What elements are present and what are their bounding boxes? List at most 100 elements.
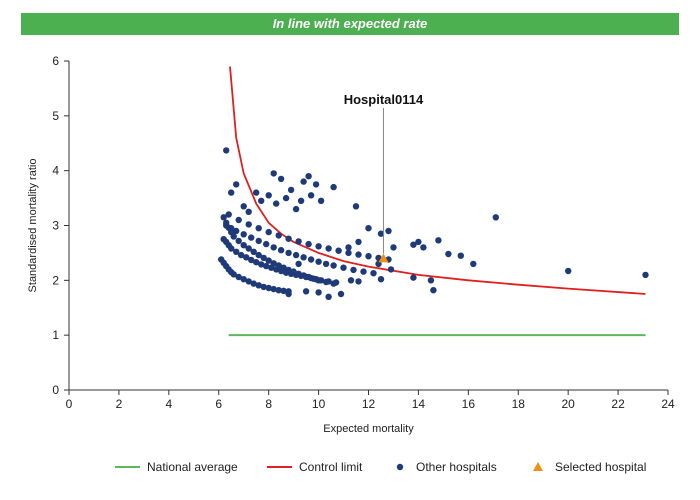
- hospital-point: [258, 261, 265, 268]
- hospital-point: [387, 266, 395, 273]
- x-tick-label: 24: [661, 397, 675, 411]
- hospital-point: [255, 282, 262, 289]
- hospital-point: [292, 205, 300, 213]
- y-tick-label: 1: [52, 328, 59, 342]
- hospital-point: [238, 251, 245, 259]
- hospital-point: [445, 250, 452, 258]
- legend-hospital-label: Other hospitals: [416, 460, 497, 474]
- hospital-point: [302, 273, 310, 281]
- hospital-point: [350, 266, 357, 274]
- hospital-point: [492, 214, 499, 221]
- hospital-point: [360, 268, 367, 275]
- hospital-point: [277, 175, 285, 183]
- hospital-point: [285, 235, 292, 242]
- hospital-point: [325, 278, 332, 285]
- legend-selected-label: Selected hospital: [555, 460, 646, 474]
- hospital-point: [243, 254, 250, 261]
- hospital-point: [420, 244, 427, 251]
- hospital-point: [642, 271, 649, 279]
- control-limit-curve: [229, 66, 646, 295]
- x-tick-label: 16: [462, 397, 476, 411]
- hospital-point: [317, 197, 325, 204]
- hospital-point: [427, 277, 435, 284]
- hospital-point: [240, 242, 247, 249]
- hospital-point: [268, 264, 275, 271]
- hospital-point: [292, 271, 300, 279]
- y-tick-label: 2: [52, 273, 59, 287]
- plot-area: Hospital0114: [218, 66, 649, 337]
- hospital-point: [265, 284, 272, 292]
- hospital-point: [235, 216, 242, 224]
- hospital-point: [255, 237, 262, 245]
- hospital-point: [265, 228, 272, 236]
- hospital-point: [292, 251, 300, 259]
- hospital-point: [282, 269, 290, 276]
- hospital-point: [325, 245, 332, 252]
- hospital-point: [263, 240, 270, 248]
- x-tick-label: 0: [66, 397, 73, 411]
- y-tick-label: 4: [52, 164, 59, 178]
- hospital-point: [305, 240, 312, 248]
- hospital-point: [285, 249, 292, 257]
- hospital-point: [312, 276, 320, 283]
- hospital-point: [275, 287, 282, 294]
- hospital-point: [295, 238, 302, 245]
- hospital-point: [230, 233, 237, 240]
- hospital-point: [270, 285, 277, 293]
- hospital-point: [255, 251, 262, 259]
- hospital-point: [228, 245, 235, 252]
- hospital-point: [457, 252, 464, 259]
- hospital-point: [340, 264, 347, 271]
- x-axis-label: Expected mortality: [323, 423, 414, 435]
- hospital-point: [347, 277, 355, 284]
- hospital-point: [223, 222, 230, 229]
- hospital-point: [435, 237, 442, 244]
- hospital-point: [270, 244, 277, 251]
- hospital-point: [282, 194, 290, 202]
- hospital-point: [245, 245, 252, 252]
- hospital-point: [245, 208, 252, 215]
- legend: National average Control limit Other hospi…: [115, 460, 646, 474]
- hospital-point: [280, 287, 287, 294]
- hospital-point: [233, 248, 240, 255]
- hospital-point: [297, 197, 305, 204]
- hospital-point: [275, 232, 282, 239]
- hospital-point: [337, 290, 345, 298]
- hospital-point: [277, 247, 285, 254]
- hospital-point: [235, 273, 242, 281]
- hospital-point: [410, 241, 417, 248]
- hospital-point: [305, 173, 312, 180]
- hospital-point: [335, 247, 342, 254]
- hospital-point: [330, 262, 337, 269]
- hospital-point: [345, 244, 352, 251]
- hospital-point: [307, 274, 315, 282]
- hospital-point: [565, 267, 572, 275]
- hospital-point: [277, 267, 285, 275]
- hospital-point: [317, 277, 325, 284]
- hospital-point: [228, 189, 235, 196]
- hospital-point: [355, 251, 362, 258]
- hospital-point: [223, 147, 230, 154]
- hospital-point: [315, 243, 322, 250]
- legend-selected-swatch: [533, 462, 543, 471]
- hospital-point: [377, 276, 385, 283]
- hospital-point: [307, 192, 315, 199]
- hospital-point: [352, 203, 360, 210]
- y-tick-label: 5: [52, 109, 59, 123]
- y-tick-label: 6: [52, 54, 59, 68]
- annotation-label: Hospital0114: [344, 92, 424, 107]
- hospital-point: [300, 178, 307, 185]
- hospital-point: [260, 283, 267, 291]
- hospital-point: [248, 256, 255, 264]
- hospital-point: [322, 260, 330, 268]
- hospital-point: [355, 278, 362, 285]
- x-tick-label: 4: [165, 397, 172, 411]
- x-tick-label: 18: [512, 397, 526, 411]
- hospital-point: [300, 254, 307, 261]
- hospital-point: [273, 200, 280, 207]
- hospital-point: [470, 260, 477, 268]
- hospital-point: [365, 253, 372, 260]
- y-tick-label: 3: [52, 219, 59, 233]
- legend-hospital-swatch: [396, 463, 404, 471]
